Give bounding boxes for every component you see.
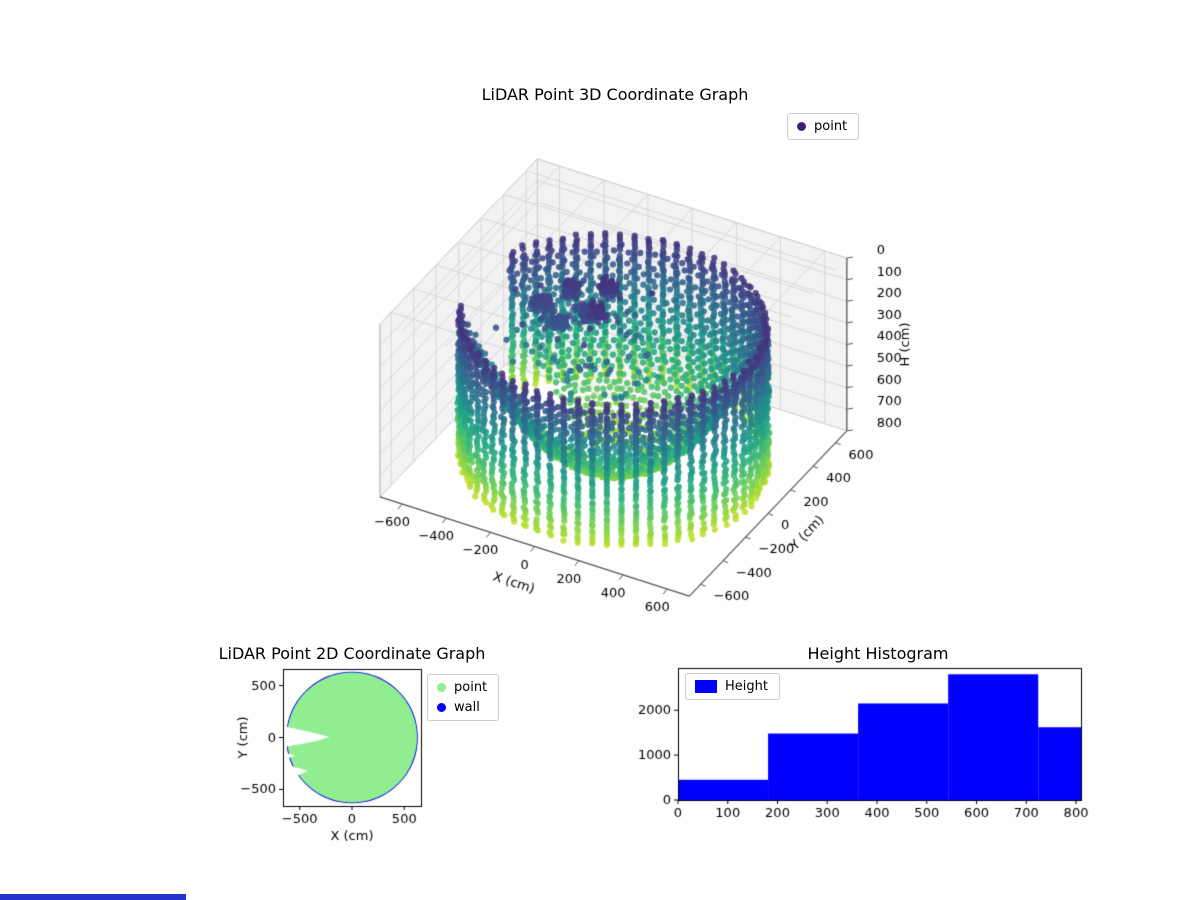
- histogram-legend: Height: [685, 673, 780, 700]
- height-patch-icon: [695, 680, 717, 693]
- legend-label: Height: [725, 679, 768, 694]
- legend-item-point: point: [797, 119, 847, 134]
- footer-strip: [0, 894, 186, 900]
- plot2d-title: LiDAR Point 2D Coordinate Graph: [218, 644, 486, 663]
- legend-label: point: [454, 680, 488, 695]
- legend-item-height: Height: [695, 679, 768, 694]
- point-marker-icon: [797, 122, 806, 131]
- plot2d-legend: point wall: [427, 674, 500, 721]
- histogram-title: Height Histogram: [807, 644, 949, 663]
- legend-item-wall: wall: [437, 700, 487, 715]
- legend-item-point: point: [437, 680, 487, 695]
- plot3d-title: LiDAR Point 3D Coordinate Graph: [481, 85, 749, 104]
- legend-label: point: [814, 119, 848, 134]
- point-marker-icon: [437, 683, 446, 692]
- wall-marker-icon: [437, 703, 446, 712]
- legend-label: wall: [454, 700, 480, 715]
- plot3d-legend: point: [787, 113, 860, 140]
